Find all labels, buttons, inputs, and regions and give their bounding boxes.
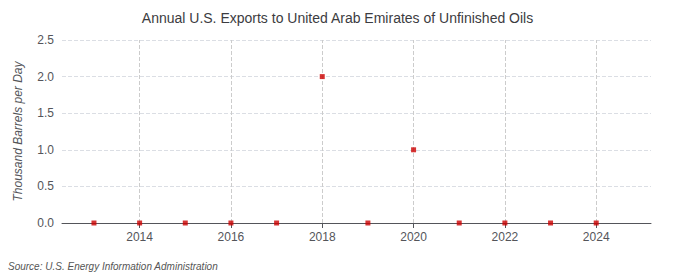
svg-text:0.5: 0.5 [37,179,54,193]
svg-text:2.5: 2.5 [37,33,54,47]
svg-text:2022: 2022 [492,230,519,244]
svg-text:2018: 2018 [309,230,336,244]
svg-text:1.5: 1.5 [37,106,54,120]
svg-text:2024: 2024 [583,230,610,244]
svg-text:2014: 2014 [126,230,153,244]
svg-text:1.0: 1.0 [37,143,54,157]
svg-text:2020: 2020 [400,230,427,244]
svg-text:0.0: 0.0 [37,216,54,230]
svg-text:2016: 2016 [218,230,245,244]
svg-text:Thousand Barrels per Day: Thousand Barrels per Day [11,60,25,201]
svg-text:2.0: 2.0 [37,70,54,84]
svg-text:Annual U.S. Exports to United: Annual U.S. Exports to United Arab Emira… [142,10,533,26]
svg-text:Source: U.S. Energy Informatio: Source: U.S. Energy Information Administ… [8,261,218,272]
